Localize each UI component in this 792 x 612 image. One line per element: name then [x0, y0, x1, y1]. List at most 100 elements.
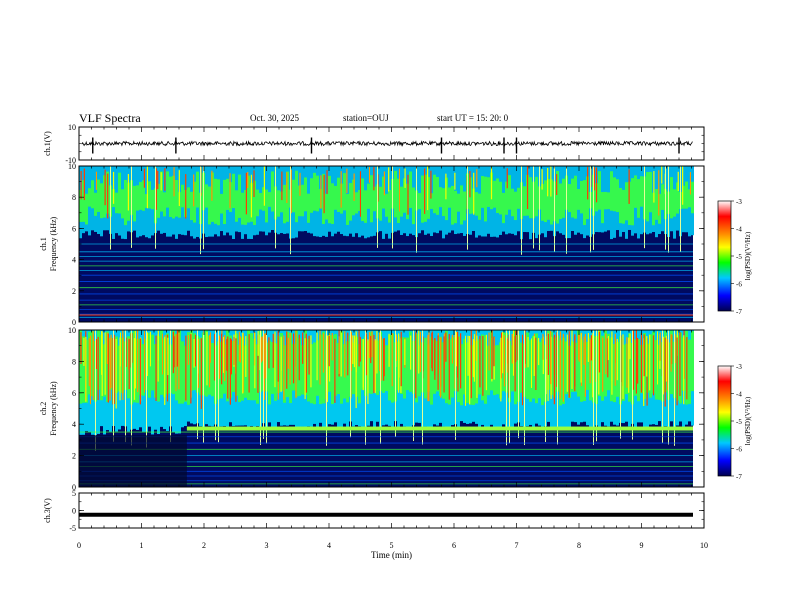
- spectrogram-cell: [541, 338, 544, 406]
- spectrogram-streak: [245, 172, 247, 215]
- spectrogram-cell: [628, 333, 631, 402]
- spectrogram-streak: [359, 171, 362, 217]
- spectrogram-cell: [292, 179, 295, 213]
- spectrogram-streak: [229, 173, 231, 209]
- spectrogram-streak: [263, 333, 266, 400]
- spectrogram-streak: [379, 332, 381, 372]
- spectrogram-streak: [155, 168, 157, 210]
- spectrogram-cell: [430, 193, 433, 209]
- spectrogram-cell: [415, 333, 418, 403]
- y-tick-label: 5: [72, 489, 76, 498]
- spectrogram-streak: [164, 168, 166, 191]
- spectrogram-streak: [500, 332, 503, 379]
- spectrogram-streak: [445, 173, 447, 200]
- spectrogram-cell: [685, 181, 688, 209]
- spectrogram-cell: [403, 337, 406, 399]
- spectrogram-streak: [365, 333, 367, 376]
- spectrogram-dark-region: [79, 435, 187, 487]
- spectrogram-cell: [325, 193, 328, 220]
- x-axis-label: Time (min): [371, 550, 412, 560]
- spectrogram-cell: [214, 178, 217, 224]
- spectrogram-y-label-channel: ch.2: [39, 402, 48, 416]
- spectrogram-cell: [169, 176, 172, 217]
- spectrogram-sferic: [146, 330, 147, 448]
- spectrogram-cell: [331, 335, 334, 405]
- spectrogram-cell: [196, 171, 199, 208]
- spectrogram-streak: [574, 335, 576, 392]
- spectrogram-sferic: [674, 330, 675, 446]
- spectrogram-streak: [584, 333, 587, 397]
- spectrogram-cell: [232, 173, 235, 209]
- spectrogram-y-label-frequency: Frequency (kHz): [49, 381, 58, 436]
- spectrogram-cell: [259, 192, 262, 210]
- spectrogram-cell: [334, 185, 337, 210]
- spectrogram-cell: [91, 180, 94, 209]
- spectrogram-cell: [310, 178, 313, 213]
- spectrogram-streak: [320, 175, 322, 209]
- spectrogram-streak: [583, 336, 585, 365]
- ch1-waveform-panel: 10 -10 ch.1(V): [43, 123, 705, 165]
- spectrogram-cell: [118, 172, 121, 214]
- spectrogram-cell: [145, 194, 148, 208]
- spectrogram-streak: [272, 333, 274, 368]
- spectrogram-cell: [448, 187, 451, 208]
- spectrogram-cell: [349, 183, 352, 221]
- spectrogram-streak: [113, 334, 115, 404]
- spectrogram-cell: [142, 344, 145, 396]
- spectrogram-streak: [263, 166, 265, 206]
- colorbar-tick-label: -3: [736, 198, 742, 206]
- spectrogram-cell: [544, 180, 547, 223]
- spectrogram-cell: [331, 183, 334, 224]
- spectrogram-streak: [286, 172, 288, 203]
- spectrogram-streak: [178, 330, 180, 390]
- spectrogram-cell: [283, 345, 286, 403]
- spectrogram-sferic: [218, 330, 219, 443]
- spectrogram-cell: [691, 181, 694, 214]
- ch1-spectrogram-panel: 0 2 4 6 8 10 ch.1 Frequency (kHz): [39, 162, 705, 327]
- spectrogram-cell: [484, 176, 487, 222]
- spectrogram-streak: [380, 336, 382, 381]
- spectrogram-cell: [85, 339, 88, 403]
- spectrogram-streak: [223, 336, 225, 373]
- spectrogram-cell: [547, 178, 550, 220]
- spectrogram-sferic: [590, 166, 591, 253]
- spectrogram-sferic: [266, 330, 267, 444]
- spectrogram-sferic: [413, 330, 414, 442]
- spectrogram-streak: [455, 332, 458, 367]
- spectrogram-sferic: [644, 166, 645, 249]
- spectrogram-streak: [493, 336, 495, 367]
- spectrogram-cell: [166, 171, 169, 208]
- spectrogram-cell: [370, 175, 373, 223]
- spectrogram-streak: [265, 333, 267, 379]
- spectrogram-streak: [211, 170, 213, 201]
- spectrogram-streak: [514, 336, 516, 392]
- spectrogram-y-label-frequency: Frequency (kHz): [49, 216, 58, 271]
- spectrogram-cell: [682, 185, 685, 209]
- spectrogram-streak: [659, 332, 661, 361]
- spectrogram-cell: [616, 179, 619, 213]
- spectrogram-streak: [553, 336, 555, 405]
- spectrogram-cell: [565, 341, 568, 395]
- spectrogram-streak: [280, 336, 282, 371]
- spectrogram-streak: [646, 336, 648, 377]
- y-tick-label: 0: [72, 318, 76, 327]
- spectrogram-streak: [262, 336, 264, 362]
- spectrogram-streak: [404, 339, 406, 366]
- spectrogram-cell: [421, 175, 424, 223]
- spectrogram-streak: [490, 166, 493, 200]
- spectrogram-cell: [430, 336, 433, 405]
- spectrogram-cell: [382, 176, 385, 209]
- spectrogram-streak: [502, 331, 504, 374]
- spectrogram-cell: [172, 175, 175, 219]
- spectrogram-streak: [370, 335, 372, 364]
- spectrogram-streak: [143, 331, 146, 393]
- spectrogram-sferic: [557, 330, 558, 445]
- spectrogram-streak: [472, 339, 475, 378]
- spectrogram-streak: [545, 336, 547, 395]
- spectrogram-streak: [616, 338, 618, 381]
- spectrogram-cell: [493, 180, 496, 208]
- y-tick-label: 6: [72, 224, 76, 233]
- spectrogram-cell: [535, 333, 538, 404]
- spectrogram-streak: [388, 167, 390, 192]
- spectrogram-cell: [439, 187, 442, 208]
